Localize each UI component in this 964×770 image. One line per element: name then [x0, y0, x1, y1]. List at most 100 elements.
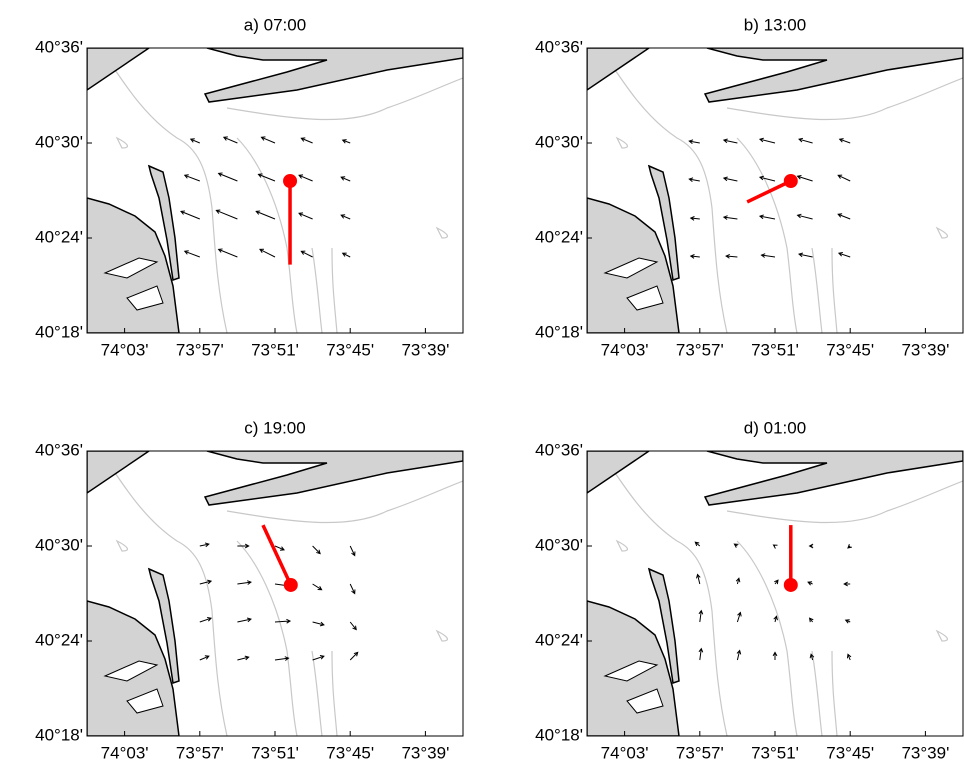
- current-arrow: [796, 213, 813, 220]
- current-arrow: [758, 214, 776, 220]
- current-arrow: [698, 647, 704, 661]
- y-tick-label: 40°30': [35, 132, 83, 151]
- current-arrow: [215, 209, 238, 220]
- current-arrow: [312, 655, 325, 661]
- x-tick-label: 73°57': [676, 340, 724, 359]
- map-panel: d) 01:00 74°03' 73°57' 73°51' 73°45' 73°39' 40…: [535, 418, 964, 762]
- current-arrow: [758, 175, 776, 182]
- current-arrow: [837, 213, 851, 220]
- current-arrow: [183, 174, 200, 182]
- current-arrow: [237, 543, 250, 549]
- mean-vector-origin: [783, 577, 798, 592]
- x-tick-label: 73°51': [751, 340, 799, 359]
- current-arrow: [722, 215, 738, 220]
- y-tick-label: 40°36': [535, 440, 583, 459]
- current-arrow: [772, 544, 778, 549]
- current-arrow: [237, 580, 252, 585]
- map-area: [587, 451, 963, 736]
- current-arrow: [257, 173, 276, 182]
- current-arrow: [733, 543, 739, 548]
- map-area: [587, 48, 963, 333]
- x-tick-label: 73°45': [326, 743, 374, 762]
- x-tick-label: 74°03': [101, 743, 149, 762]
- current-arrow: [722, 176, 738, 182]
- x-tick-label: 73°39': [901, 340, 949, 359]
- current-arrow: [217, 248, 238, 258]
- x-tick-label: 73°39': [401, 743, 449, 762]
- map-area: [87, 48, 463, 333]
- current-arrow: [846, 653, 852, 661]
- x-tick-label: 74°03': [101, 340, 149, 359]
- y-tick-label: 40°36': [35, 37, 83, 56]
- mean-vector-origin: [283, 174, 298, 188]
- current-arrow: [808, 543, 814, 549]
- current-arrow: [736, 649, 742, 661]
- current-arrow: [237, 617, 252, 623]
- current-arrow: [689, 216, 700, 221]
- x-tick-label: 74°03': [601, 743, 649, 762]
- x-tick-label: 73°45': [326, 340, 374, 359]
- current-arrow: [349, 621, 357, 631]
- current-arrow: [688, 139, 700, 144]
- current-arrow: [689, 254, 700, 259]
- mean-vector: [746, 179, 792, 204]
- current-arrow: [694, 541, 701, 547]
- current-arrow: [199, 542, 210, 548]
- current-arrow: [808, 617, 814, 623]
- current-arrow: [725, 253, 738, 259]
- current-arrow: [300, 137, 313, 144]
- current-arrow: [340, 214, 351, 220]
- current-arrow: [349, 651, 359, 661]
- current-arrow: [312, 545, 321, 555]
- x-tick-label: 73°45': [826, 340, 874, 359]
- current-arrow: [688, 177, 700, 183]
- current-arrow: [349, 583, 356, 595]
- current-arrow: [222, 136, 238, 144]
- current-arrow: [760, 253, 776, 258]
- current-arrow: [260, 136, 276, 144]
- current-arrow: [183, 250, 200, 258]
- current-arrow: [773, 615, 778, 623]
- current-arrow: [274, 618, 292, 624]
- mean-vector-origin: [783, 174, 798, 188]
- current-arrow: [341, 252, 351, 258]
- current-arrow: [807, 581, 813, 586]
- current-arrow: [722, 138, 738, 144]
- current-arrow: [312, 583, 323, 591]
- current-arrow: [217, 172, 238, 182]
- x-tick-label: 73°39': [901, 743, 949, 762]
- current-arrow: [698, 609, 704, 623]
- y-tick-label: 40°36': [35, 440, 83, 459]
- current-arrow: [340, 176, 351, 182]
- current-arrow: [298, 174, 313, 182]
- x-tick-label: 73°39': [401, 340, 449, 359]
- current-arrow: [189, 138, 200, 144]
- current-arrow: [274, 656, 290, 661]
- y-tick-label: 40°30': [535, 535, 583, 554]
- basemap: [87, 451, 463, 736]
- mean-vector-origin: [283, 577, 298, 592]
- panel-title: c) 19:00: [244, 418, 305, 437]
- current-arrow: [837, 252, 851, 258]
- x-tick-label: 73°57': [176, 340, 224, 359]
- current-arrow: [259, 248, 276, 258]
- x-tick-label: 73°51': [751, 743, 799, 762]
- current-arrow: [696, 573, 701, 585]
- map-panel: b) 13:00 74°03' 73°57' 73°51' 73°45' 73°39' 40…: [535, 15, 964, 359]
- current-arrow: [180, 210, 200, 220]
- current-arrow: [796, 174, 813, 182]
- current-arrow: [758, 137, 776, 144]
- x-tick-label: 73°51': [251, 743, 299, 762]
- current-arrow: [312, 621, 325, 627]
- x-tick-label: 73°51': [251, 340, 299, 359]
- x-tick-label: 73°57': [676, 743, 724, 762]
- y-tick-label: 40°18': [535, 322, 583, 341]
- current-arrow: [199, 579, 213, 585]
- panel-title: d) 01:00: [744, 418, 806, 437]
- current-arrow: [736, 611, 742, 623]
- y-tick-label: 40°30': [535, 132, 583, 151]
- current-arrow: [847, 543, 852, 549]
- basemap: [87, 48, 463, 333]
- y-tick-label: 40°18': [35, 725, 83, 744]
